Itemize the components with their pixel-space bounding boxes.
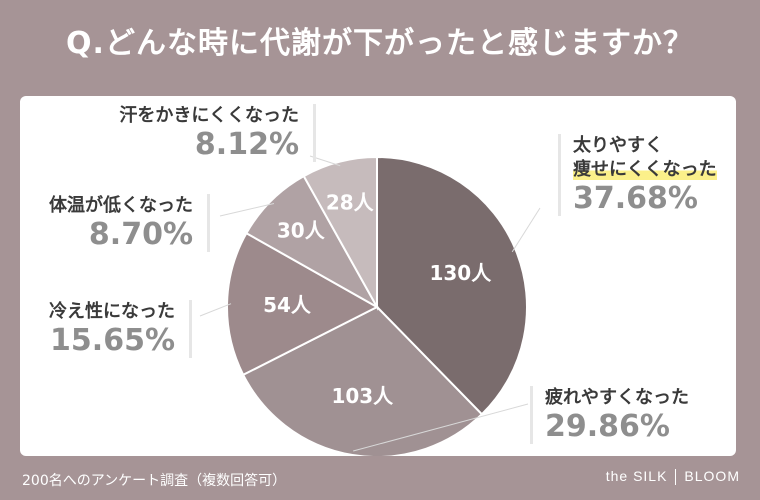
pie-slice-5: [302, 155, 378, 311]
count-label-slice-1: 130人: [429, 261, 492, 285]
count-label-slice-3: 54人: [263, 293, 312, 317]
percent-label-slice-3: 15.65%: [50, 323, 175, 358]
count-label-slice-4: 30人: [277, 218, 326, 242]
category-label-slice-1b: 痩せにくくなった: [573, 159, 717, 180]
percent-label-slice-2: 29.86%: [545, 409, 670, 444]
count-label-slice-5: 28人: [326, 190, 375, 214]
survey-note: 200名へのアンケート調査（複数回答可）: [22, 473, 287, 489]
percent-label-slice-4: 8.70%: [88, 217, 193, 252]
legend-label-slice-4: 体温が低くなった 8.70%: [49, 194, 210, 252]
leader-line-slice-3: [199, 303, 232, 317]
chart-card: 130人 103人 54人 30人 28人 太りやすく 痩せにくくなった 37.68% …: [20, 96, 736, 456]
percent-label-slice-1: 37.68%: [573, 181, 698, 216]
legend-label-slice-3: 冷え性になった 15.65%: [49, 300, 192, 358]
leader-line-slice-4: [219, 203, 275, 217]
pie-slice-2: [241, 305, 484, 456]
page-title: Q.どんな時に代謝が下がったと感じますか？: [66, 26, 694, 61]
legend-label-slice-2: 疲れやすくなった 29.86%: [530, 386, 689, 444]
legend-label-slice-5: 汗をかきにくくなった 8.12%: [119, 104, 316, 162]
category-label-slice-2: 疲れやすくなった: [545, 387, 689, 408]
percent-label-slice-5: 8.12%: [194, 127, 299, 162]
category-label-slice-1a: 太りやすく: [573, 135, 663, 156]
pie-slice-3: [226, 231, 380, 377]
leader-line-slice-2: [353, 403, 529, 452]
brand-left: the SILK: [605, 468, 668, 484]
leader-line-slice-1: [511, 207, 541, 253]
brand-divider: [675, 469, 677, 486]
category-label-slice-3: 冷え性になった: [49, 301, 175, 322]
category-label-slice-4: 体温が低くなった: [49, 195, 193, 216]
brand-right: BLOOM: [684, 468, 740, 484]
count-label-slice-2: 103人: [331, 384, 394, 408]
category-label-slice-5: 汗をかきにくくなった: [119, 105, 299, 126]
brand-logo: the SILK BLOOM: [605, 468, 740, 486]
pie-slice-4: [245, 174, 380, 310]
legend-label-slice-1: 太りやすく 痩せにくくなった 37.68%: [558, 134, 717, 216]
pie-slice-1: [376, 155, 528, 416]
